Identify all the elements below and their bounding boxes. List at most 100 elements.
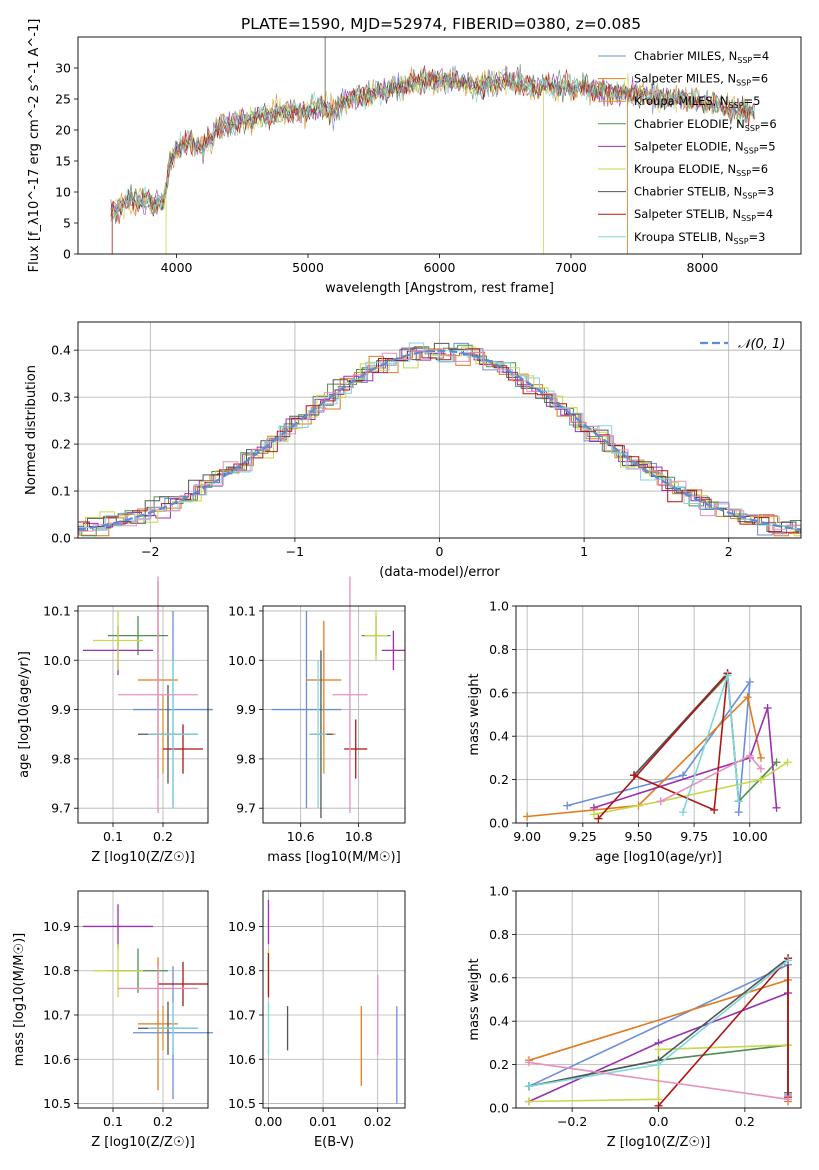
x-tick-label: 8000 — [687, 260, 719, 275]
y-tick-label: 10.9 — [228, 919, 256, 934]
legend-label: Salpeter ELODIE, NSSP=5 — [634, 139, 776, 155]
x-axis-label: Z [log10(Z/Z☉)] — [91, 1135, 195, 1150]
axes-frame — [77, 890, 209, 1109]
y-tick-label: 9.8 — [51, 751, 71, 766]
x-tick-label: 0.2 — [153, 1114, 173, 1129]
axes-frame — [515, 605, 802, 824]
y-tick-label: 30 — [55, 61, 71, 76]
y-tick-label: 0.2 — [489, 772, 509, 787]
y-tick-label: 0.3 — [51, 390, 71, 405]
y-tick-label: 10.6 — [228, 1052, 256, 1067]
x-axis-label: age [log10(age/yr)] — [595, 850, 722, 865]
x-tick-label: −2 — [141, 544, 159, 559]
x-axis-label: mass [log10(M/M☉)] — [267, 850, 400, 865]
y-tick-label: 9.7 — [51, 801, 71, 816]
x-tick-label: 0.0 — [649, 1114, 669, 1129]
x-tick-label: 0.00 — [255, 1114, 283, 1129]
figure-title: PLATE=1590, MJD=52974, FIBERID=0380, z=0… — [241, 15, 641, 33]
x-tick-label: 9.50 — [625, 829, 653, 844]
plot-area — [83, 904, 213, 1100]
x-tick-label: 0.2 — [153, 829, 173, 844]
x-tick-label: 0.02 — [364, 1114, 392, 1129]
plot-area — [110, 37, 755, 254]
plot-area — [523, 669, 792, 823]
weight-line — [528, 1061, 789, 1101]
histogram-series — [78, 342, 801, 534]
x-tick-label: 9.00 — [513, 829, 541, 844]
plot-area — [271, 576, 405, 819]
weight-line — [593, 761, 789, 816]
y-tick-label: 0.0 — [489, 1101, 509, 1116]
y-tick-label: 0.6 — [489, 970, 509, 985]
y-tick-label: 0 — [63, 247, 71, 262]
chart-weight_vs_age: 9.00 9.25 9.50 9.75 10.00 0.0 0.2 0.4 0.6 0.8 1.0 a… — [467, 599, 802, 865]
x-tick-label: 6000 — [424, 260, 456, 275]
y-tick-label: 9.9 — [51, 702, 71, 717]
y-tick-label: 5 — [63, 216, 71, 231]
chart-weight_vs_Z: −0.2 0.0 0.2 0.0 0.2 0.4 0.6 0.8 1.0 Z [log10(Z/Z… — [467, 884, 802, 1150]
y-tick-label: 10.7 — [43, 1008, 71, 1023]
weight-line — [597, 670, 729, 820]
y-tick-label: 0.2 — [51, 437, 71, 452]
y-tick-label: 1.0 — [489, 884, 509, 899]
x-axis-label: Z [log10(Z/Z☉)] — [607, 1135, 711, 1150]
y-tick-label: 0.4 — [489, 1014, 509, 1029]
y-tick-label: 15 — [55, 154, 71, 169]
x-tick-label: −0.2 — [557, 1114, 587, 1129]
y-tick-label: 10.5 — [228, 1096, 256, 1111]
chart-spectrum: 4000 5000 6000 7000 8000 0 5 10 15 20 25 30 waveleng… — [27, 19, 802, 296]
spectrum-line — [110, 67, 755, 220]
y-tick-label: 10.8 — [43, 963, 71, 978]
legend: Chabrier MILES, NSSP=4 Salpeter MILES, NS… — [598, 49, 777, 246]
x-tick-label: 5000 — [292, 260, 324, 275]
x-tick-label: 9.25 — [569, 829, 597, 844]
chart-residuals: −2 −1 0 1 2 0.0 0.1 0.2 0.3 0.4 (data-model)/error… — [24, 321, 802, 580]
x-tick-label: 4000 — [161, 260, 193, 275]
plot-area — [78, 342, 801, 537]
plot-area — [83, 576, 213, 814]
chart-mass_vs_EBV: 0.00 0.01 0.02 10.5 10.6 10.7 10.8 10.9 E(B-V) — [228, 890, 406, 1150]
y-tick-label: 10.7 — [228, 1008, 256, 1023]
x-tick-label: 0.1 — [103, 829, 123, 844]
plot-area — [524, 954, 793, 1110]
x-tick-label: 1 — [580, 544, 588, 559]
y-tick-label: 0.4 — [489, 729, 509, 744]
y-tick-label: 10 — [55, 185, 71, 200]
y-axis-label: mass [log10(M/M☉)] — [12, 933, 27, 1066]
y-tick-label: 25 — [55, 92, 71, 107]
weight-line — [527, 695, 762, 818]
x-tick-label: 10.6 — [287, 829, 315, 844]
y-tick-label: 10.5 — [43, 1096, 71, 1111]
y-tick-label: 9.7 — [236, 801, 256, 816]
y-axis-label: Flux [f_λ10^-17 erg cm^-2 s^-1 A^-1] — [27, 19, 42, 273]
x-tick-label: 10.8 — [345, 829, 373, 844]
legend-label: Chabrier ELODIE, NSSP=6 — [634, 117, 777, 133]
x-tick-label: 2 — [725, 544, 733, 559]
histogram-series — [78, 344, 801, 537]
chart-age_vs_mass: 10.6 10.8 9.7 9.8 9.9 10.0 10.1 mass [log10(M/M… — [228, 576, 406, 865]
x-tick-label: 9.75 — [680, 829, 708, 844]
x-tick-label: 7000 — [555, 260, 587, 275]
axes-frame — [515, 890, 802, 1109]
y-tick-label: 10.0 — [228, 653, 256, 668]
x-tick-label: 10.00 — [732, 829, 768, 844]
y-tick-label: 10.8 — [228, 963, 256, 978]
y-tick-label: 0.6 — [489, 685, 509, 700]
x-tick-label: 0.2 — [735, 1114, 755, 1129]
y-tick-label: 9.8 — [236, 751, 256, 766]
y-tick-label: 1.0 — [489, 599, 509, 614]
weight-line — [682, 675, 740, 813]
y-tick-label: 0.0 — [51, 531, 71, 546]
y-axis-label: age [log10(age/yr)] — [17, 651, 32, 778]
y-tick-label: 10.9 — [43, 919, 71, 934]
histogram-series — [78, 346, 801, 537]
legend-label: Kroupa ELODIE, NSSP=6 — [634, 162, 768, 178]
plot-area — [267, 899, 398, 1104]
y-tick-label: 10.0 — [43, 653, 71, 668]
legend-label: 𝒩(0, 1) — [738, 337, 785, 352]
x-axis-label: wavelength [Angstrom, rest frame] — [325, 281, 554, 296]
y-tick-label: 0.8 — [489, 927, 509, 942]
histogram-series — [78, 349, 801, 536]
histogram-series — [78, 347, 801, 530]
weight-line — [566, 679, 751, 813]
